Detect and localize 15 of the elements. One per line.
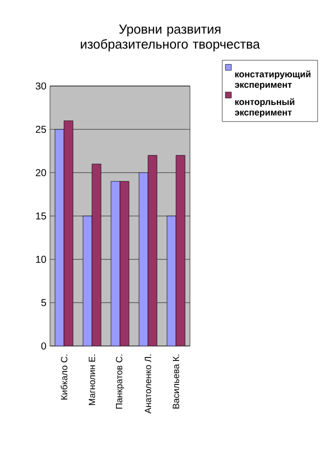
y-tick-label: 30	[36, 82, 46, 90]
legend-label: конторльный эксперимент	[234, 98, 294, 118]
y-tick-label: 10	[36, 256, 46, 263]
y-tick-label: 15	[36, 212, 46, 220]
x-tick-label: Анатоленко Л.	[144, 354, 152, 414]
y-tick-label: 0	[41, 342, 46, 350]
legend-label: констатирующий эксперимент	[234, 70, 310, 90]
y-tick-label: 5	[41, 299, 46, 306]
x-tick-label: Васильева К.	[172, 354, 180, 408]
y-tick-label: 25	[36, 126, 46, 133]
y-tick-label: 20	[36, 169, 46, 176]
x-tick-label: Магнолин Е.	[88, 354, 96, 405]
chart-title: Уровни развития изобразительного творчества	[80, 24, 260, 52]
x-tick-label: Кибкало С.	[60, 354, 68, 400]
x-tick-label: Панкратов С.	[116, 354, 124, 409]
